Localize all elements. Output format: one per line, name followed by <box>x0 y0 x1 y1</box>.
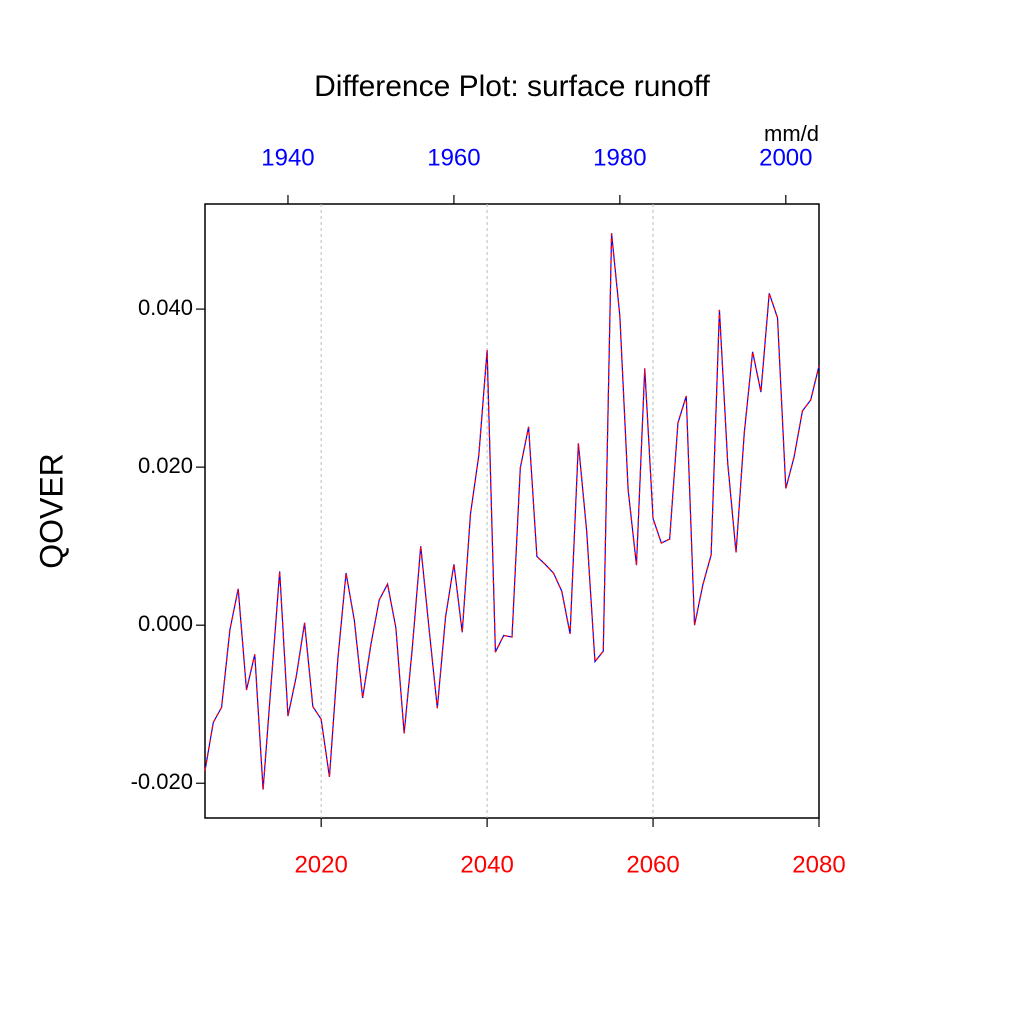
plot-frame <box>204 203 820 819</box>
y-tick-label: -0.020 <box>131 769 193 794</box>
y-tick-label: 0.040 <box>138 295 193 320</box>
chart-title: Difference Plot: surface runoff <box>314 70 710 103</box>
x-tick-label: 2060 <box>626 851 679 878</box>
y-axis-label: QOVER <box>33 453 69 569</box>
units-label: mm/d <box>764 121 819 146</box>
data-line <box>204 233 820 790</box>
x2-tick-label: 2000 <box>759 144 812 171</box>
y-tick-label: 0.020 <box>138 453 193 478</box>
x2-tick-label: 1980 <box>593 144 646 171</box>
y-tick-label: 0.000 <box>138 611 193 636</box>
x-tick-label: 2020 <box>294 851 347 878</box>
x-tick-label: 2040 <box>460 851 513 878</box>
x-tick-label: 2080 <box>792 851 845 878</box>
x2-tick-label: 1940 <box>261 144 314 171</box>
x2-tick-label: 1960 <box>427 144 480 171</box>
data-line <box>204 233 820 790</box>
